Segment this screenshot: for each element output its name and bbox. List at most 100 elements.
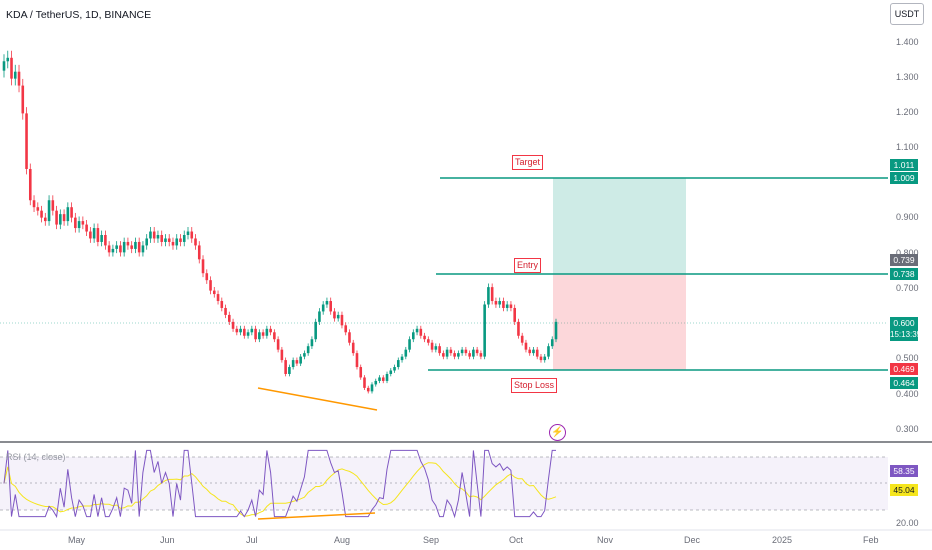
price-tick: 0.300 bbox=[896, 424, 919, 434]
rsi-divergence-line[interactable] bbox=[257, 512, 376, 520]
rsi-bottom-tick: 20.00 bbox=[896, 518, 919, 528]
candle-body bbox=[408, 339, 411, 350]
candle-body bbox=[115, 245, 118, 249]
candle-body bbox=[21, 85, 25, 114]
candle-body bbox=[483, 304, 486, 357]
candle-body bbox=[487, 287, 490, 305]
currency-button[interactable]: USDT bbox=[890, 3, 924, 25]
candle-body bbox=[197, 245, 201, 260]
candle-body bbox=[513, 307, 516, 322]
time-tick: Sep bbox=[423, 535, 440, 545]
candle-body bbox=[366, 387, 370, 392]
candle-body bbox=[412, 332, 415, 340]
price-divergence-line[interactable] bbox=[257, 387, 378, 411]
candle-body bbox=[520, 335, 524, 343]
candle-body bbox=[122, 241, 126, 253]
candle-body bbox=[524, 342, 528, 350]
candle-body bbox=[160, 235, 164, 242]
price-tick: 1.100 bbox=[896, 142, 919, 152]
candle-body bbox=[70, 207, 73, 218]
candle-body bbox=[505, 304, 509, 308]
target-zone[interactable] bbox=[553, 178, 686, 274]
entry-high-tag: 0.739 bbox=[890, 254, 918, 266]
lightning-icon[interactable]: ⚡ bbox=[549, 424, 566, 441]
candle-body bbox=[254, 328, 257, 340]
candle-body bbox=[179, 238, 182, 242]
target-label[interactable]: Target bbox=[512, 155, 544, 170]
candle-body bbox=[269, 328, 272, 333]
time-tick: Feb bbox=[863, 535, 879, 545]
candle-body bbox=[517, 321, 520, 336]
candle-body bbox=[280, 349, 284, 361]
candle-body bbox=[89, 231, 92, 239]
candle-body bbox=[126, 241, 130, 246]
price-tick: 1.300 bbox=[896, 72, 919, 82]
candle-body bbox=[393, 367, 396, 371]
candle-body bbox=[539, 356, 543, 361]
candle-body bbox=[228, 314, 231, 322]
candle-body bbox=[284, 360, 287, 374]
candle-body bbox=[216, 294, 220, 302]
candle-body bbox=[475, 349, 479, 354]
candle-body bbox=[318, 311, 321, 322]
time-tick: Oct bbox=[509, 535, 524, 545]
candle-body bbox=[28, 168, 32, 201]
candle-body bbox=[246, 332, 250, 336]
time-tick: Aug bbox=[334, 535, 351, 545]
candle-body bbox=[329, 301, 332, 312]
candle-body bbox=[239, 328, 242, 333]
candle-body bbox=[340, 314, 344, 326]
candle-body bbox=[445, 349, 449, 357]
candle-body bbox=[194, 238, 197, 246]
entry-label[interactable]: Entry bbox=[514, 258, 542, 273]
candle-body bbox=[359, 367, 363, 378]
candle-body bbox=[554, 321, 558, 340]
candle-body bbox=[130, 245, 133, 249]
time-tick: Dec bbox=[684, 535, 701, 545]
symbol-title[interactable]: KDA / TetherUS, 1D, BINANCE bbox=[6, 9, 152, 21]
candle-body bbox=[66, 207, 70, 222]
target-high-tag: 1.011 bbox=[890, 159, 918, 171]
candle-body bbox=[40, 210, 43, 218]
candle-body bbox=[363, 377, 366, 388]
candle-body bbox=[442, 353, 445, 357]
candle-body bbox=[303, 353, 306, 357]
candle-body bbox=[25, 113, 28, 169]
time-tick: 2025 bbox=[772, 535, 793, 545]
candle-body bbox=[175, 238, 179, 246]
candle-body bbox=[543, 356, 547, 361]
candle-body bbox=[389, 370, 393, 374]
candle-body bbox=[243, 328, 246, 336]
candle-body bbox=[333, 311, 336, 319]
candle-body bbox=[321, 304, 325, 312]
target-low-tag: 1.009 bbox=[890, 172, 918, 184]
candle-body bbox=[201, 259, 205, 274]
current-price-tag: 0.600 15:13:35 bbox=[890, 317, 921, 341]
rsi-title[interactable]: RSI (14, close) bbox=[6, 452, 66, 462]
candle-body bbox=[479, 353, 483, 357]
stop-loss-label[interactable]: Stop Loss bbox=[511, 378, 558, 393]
stop-zone[interactable] bbox=[553, 274, 686, 370]
candle-body bbox=[44, 217, 47, 222]
candle-body bbox=[310, 339, 314, 347]
candle-body bbox=[273, 332, 276, 340]
candle-body bbox=[220, 301, 224, 308]
stop-low-tag: 0.464 bbox=[890, 377, 918, 389]
candle-body bbox=[17, 71, 21, 86]
candle-body bbox=[468, 353, 471, 357]
candle-body bbox=[167, 238, 171, 242]
candle-body bbox=[265, 328, 269, 336]
candle-body bbox=[404, 349, 408, 357]
candle-body bbox=[464, 349, 468, 354]
candle-body bbox=[51, 200, 55, 211]
candle-body bbox=[171, 241, 175, 246]
candle-body bbox=[104, 235, 107, 246]
candle-body bbox=[137, 241, 141, 253]
rsi-value-tag: 58.35 bbox=[890, 465, 918, 477]
candle-body bbox=[550, 339, 554, 347]
time-tick: Jul bbox=[246, 535, 258, 545]
candle-body bbox=[430, 342, 434, 350]
candle-body bbox=[96, 228, 100, 242]
candle-body bbox=[460, 349, 464, 354]
